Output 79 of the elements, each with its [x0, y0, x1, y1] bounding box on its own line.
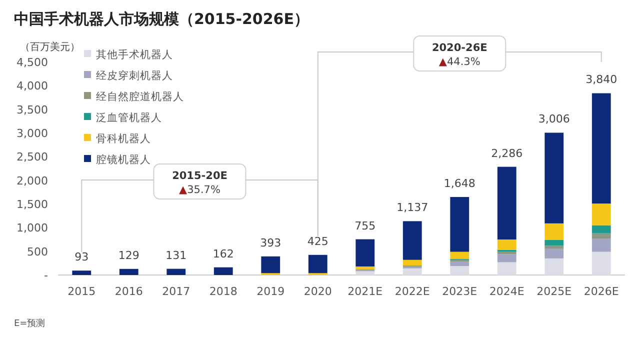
bar	[119, 268, 138, 275]
text: 2020-26E	[432, 42, 488, 54]
bar	[166, 268, 186, 275]
bar	[356, 271, 375, 275]
y-tick-label: 3,000	[16, 127, 48, 140]
total-label: 2,286	[491, 146, 523, 160]
y-axis-title: （百万美元）	[20, 41, 80, 53]
y-tick-label: 1,500	[16, 198, 48, 211]
total-label: 425	[307, 234, 328, 248]
y-tick-label: 4,500	[16, 56, 48, 69]
bar	[308, 254, 328, 274]
legend-label: 经自然腔道机器人	[96, 90, 184, 103]
bar	[402, 221, 422, 260]
bar	[592, 252, 611, 275]
bar	[450, 196, 470, 252]
bar	[544, 132, 564, 224]
bar	[497, 240, 516, 250]
annotation: 2015-20E	[172, 170, 228, 182]
bar	[544, 240, 564, 246]
bar	[261, 256, 280, 274]
total-label: 3,006	[538, 112, 570, 126]
bar	[450, 252, 470, 259]
bar	[544, 248, 564, 258]
bar	[592, 238, 611, 252]
x-tick-label: 2026E	[584, 285, 619, 298]
legend-label: 泛血管机器人	[96, 112, 162, 124]
total-label: 93	[74, 250, 89, 264]
x-tick-label: 2024E	[489, 285, 524, 298]
y-tick-label: -	[44, 269, 48, 282]
bar	[497, 262, 516, 275]
bar	[592, 204, 611, 226]
total-label: 129	[118, 248, 140, 262]
bar	[402, 268, 422, 275]
y-tick-label: 3,500	[16, 103, 48, 116]
x-tick-label: 2019	[256, 285, 285, 298]
x-tick-label: 2022E	[394, 285, 430, 298]
total-label: 162	[212, 247, 234, 260]
bar	[72, 270, 92, 275]
bar	[544, 246, 564, 248]
total-label: 755	[354, 219, 376, 232]
bar	[356, 266, 375, 270]
x-tick-label: 2020	[304, 285, 332, 298]
bar	[592, 93, 611, 204]
legend-label: 经皮穿刺机器人	[96, 69, 173, 82]
y-tick-label: 4,000	[16, 80, 48, 93]
x-tick-label: 2015	[68, 285, 96, 298]
total-label: 3,840	[586, 73, 618, 86]
annotation: ▲35.7%	[179, 184, 220, 196]
bar	[497, 254, 516, 262]
bar	[356, 239, 375, 266]
legend-label: 腔镜机器人	[96, 153, 151, 166]
text: E=预测	[14, 318, 46, 329]
legend-label: 其他手术机器人	[96, 48, 173, 61]
y-tick-label: 1,000	[16, 222, 48, 235]
bar	[402, 260, 422, 266]
x-tick-label: 2023E	[442, 285, 478, 298]
total-label: 1,648	[444, 176, 476, 190]
legend-label: 骨科机器人	[96, 133, 151, 145]
bar	[544, 223, 564, 240]
y-tick-label: 2,000	[16, 174, 48, 188]
total-label: 1,137	[396, 201, 428, 214]
y-tick-label: 500	[27, 245, 48, 258]
total-label: 393	[260, 236, 282, 250]
chart-title: 中国手术机器人市场规模（2015-2026E）	[14, 10, 309, 28]
total-label: 131	[166, 248, 187, 262]
bar	[592, 225, 611, 234]
bar	[214, 267, 233, 275]
bar	[450, 262, 470, 266]
bar	[497, 166, 516, 240]
bar	[450, 266, 470, 275]
bar	[592, 233, 611, 239]
annotation: ▲44.3%	[438, 56, 480, 68]
x-tick-label: 2025E	[536, 285, 572, 298]
x-tick-label: 2018	[209, 285, 238, 298]
bar	[544, 258, 564, 275]
x-tick-label: 2016	[114, 285, 143, 298]
y-tick-label: 2,500	[16, 150, 48, 164]
x-tick-label: 2021E	[348, 285, 383, 298]
x-tick-label: 2017	[162, 285, 190, 298]
